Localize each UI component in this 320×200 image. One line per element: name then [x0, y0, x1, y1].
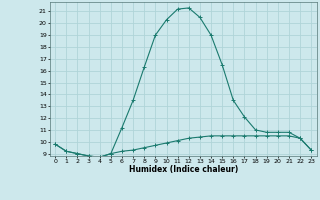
X-axis label: Humidex (Indice chaleur): Humidex (Indice chaleur): [129, 165, 238, 174]
